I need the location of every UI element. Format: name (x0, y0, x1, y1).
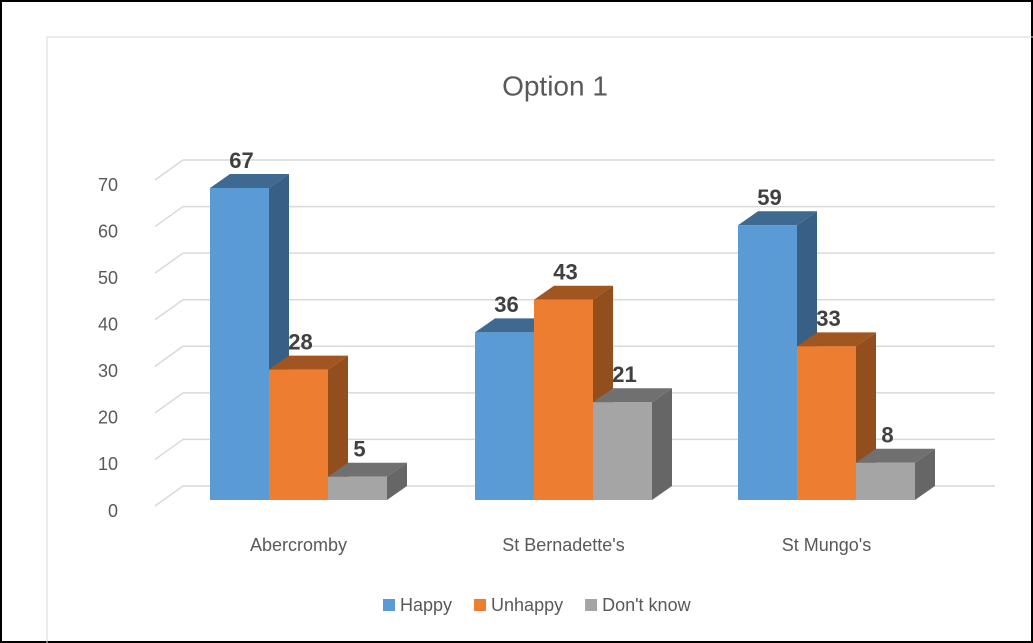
bar (856, 462, 915, 500)
bar-side (652, 388, 672, 500)
y-tick-label: 10 (98, 454, 118, 474)
legend-swatch (383, 599, 395, 611)
grid-line (154, 485, 184, 507)
grid-line (154, 159, 184, 181)
y-tick-label: 60 (98, 221, 118, 241)
bar-top (797, 332, 876, 347)
grid-line (154, 345, 184, 367)
x-tick-label: Abercromby (250, 535, 347, 555)
bar-top (593, 388, 672, 403)
legend-label: Unhappy (491, 595, 563, 615)
data-label: 8 (881, 423, 893, 448)
bar-top (328, 462, 407, 477)
legend-swatch (585, 599, 598, 611)
grid-line (154, 299, 184, 321)
legend-label: Don't know (602, 595, 691, 615)
x-tick-label: St Bernadette's (502, 535, 625, 555)
bar-top (738, 211, 817, 226)
chart-title: Option 1 (502, 70, 608, 101)
y-tick-label: 30 (98, 361, 118, 381)
y-tick-label: 0 (108, 501, 118, 521)
legend-label: Happy (400, 595, 452, 615)
grid-line (154, 252, 184, 274)
bar-side (915, 448, 935, 500)
bar-top (534, 285, 613, 300)
bar-top (856, 448, 935, 463)
legend-swatch (474, 599, 487, 611)
bar (475, 332, 534, 500)
bar-top (269, 355, 348, 370)
chart-area (46, 36, 1033, 643)
y-tick-label: 40 (98, 314, 118, 334)
data-label: 67 (229, 148, 253, 173)
bar (593, 402, 652, 500)
bar (328, 476, 387, 500)
data-label: 28 (288, 329, 312, 354)
bar (797, 346, 856, 500)
bar-top (210, 173, 289, 188)
data-label: 43 (553, 260, 577, 285)
bar (738, 225, 797, 500)
bar (269, 369, 328, 500)
bar (210, 187, 269, 500)
data-label: 36 (494, 292, 518, 317)
data-label: 33 (816, 306, 840, 331)
data-label: 5 (353, 437, 365, 462)
bar-side (328, 355, 348, 500)
bar (534, 299, 593, 500)
y-tick-label: 50 (98, 268, 118, 288)
data-label: 21 (612, 362, 636, 387)
bar-side (387, 462, 407, 500)
grid-line (154, 438, 184, 461)
grid-line (154, 392, 184, 414)
grid-line (154, 205, 184, 228)
x-tick-label: St Mungo's (782, 535, 871, 555)
y-tick-label: 70 (98, 175, 118, 195)
data-label: 59 (757, 185, 781, 210)
y-tick-label: 20 (98, 408, 118, 428)
